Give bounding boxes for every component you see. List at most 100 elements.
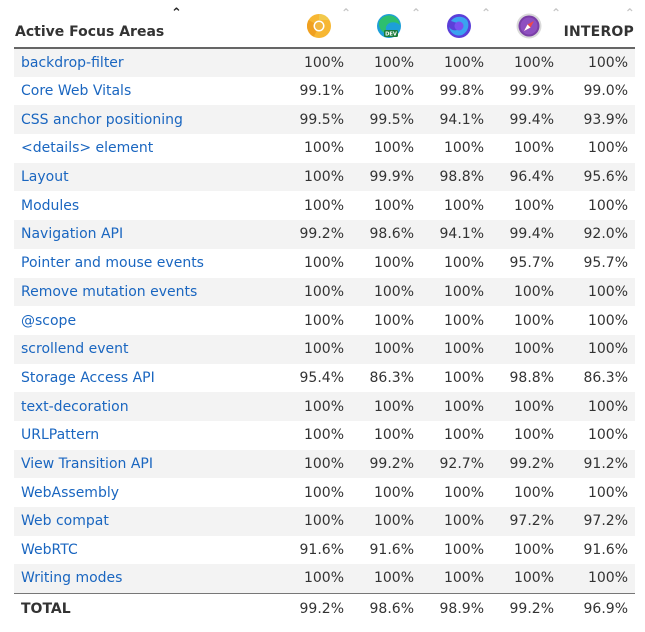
chrome-score: 100% bbox=[303, 255, 344, 272]
feature-cell: Storage Access API bbox=[14, 364, 281, 393]
feature-link[interactable]: Core Web Vitals bbox=[21, 83, 132, 100]
interop-score: 100% bbox=[561, 334, 635, 364]
feature-link[interactable]: Navigation API bbox=[21, 226, 124, 243]
interop-score: 92.0% bbox=[561, 220, 635, 249]
safari-score: 100% bbox=[491, 48, 561, 77]
interop-score: 100% bbox=[561, 564, 635, 594]
feature-link[interactable]: scrollend event bbox=[21, 341, 129, 358]
column-header-chrome-canary[interactable]: ⌃ bbox=[281, 0, 351, 49]
edge-score: 100% bbox=[351, 48, 421, 77]
table-row: scrollend event 100% 100% 100% 100% 100% bbox=[14, 334, 635, 364]
chrome-score: 100% bbox=[303, 484, 344, 501]
table-row: URLPattern 100% 100% 100% 100% 100% bbox=[14, 421, 635, 450]
feature-link[interactable]: backdrop-filter bbox=[21, 54, 124, 71]
table-row: View Transition API 100% 99.2% 92.7% 99.2% 91… bbox=[14, 449, 635, 479]
interop-score: 99.0% bbox=[583, 83, 628, 100]
edge-score: 99.2% bbox=[351, 449, 421, 479]
feature-cell: Core Web Vitals bbox=[14, 77, 281, 106]
edge-score: 99.5% bbox=[351, 105, 421, 135]
safari-score: 98.8% bbox=[509, 369, 554, 386]
column-title: Active Focus Areas bbox=[15, 24, 165, 40]
table-row: Core Web Vitals 99.1% 100% 99.8% 99.9% 99.0% bbox=[14, 77, 635, 106]
column-header-focus-areas[interactable]: Active Focus Areas ⌃ bbox=[14, 0, 281, 49]
feature-link[interactable]: CSS anchor positioning bbox=[21, 111, 183, 128]
column-header-interop[interactable]: INTEROP ⌃ bbox=[561, 0, 635, 49]
table-row: Remove mutation events 100% 100% 100% 100% 10… bbox=[14, 277, 635, 307]
column-header-firefox-nightly[interactable]: ⌃ bbox=[421, 0, 491, 49]
feature-link[interactable]: <details> element bbox=[21, 140, 154, 157]
firefox-score: 92.7% bbox=[421, 449, 491, 479]
safari-score: 99.2% bbox=[491, 449, 561, 479]
safari-score: 97.2% bbox=[491, 507, 561, 536]
firefox-score: 100% bbox=[443, 255, 484, 272]
feature-link[interactable]: Remove mutation events bbox=[21, 283, 198, 300]
table-row: Modules 100% 100% 100% 100% 100% bbox=[14, 191, 635, 220]
chrome-score: 100% bbox=[281, 277, 351, 307]
total-row: TOTAL 99.2% 98.6% 98.9% 99.2% 96.9% bbox=[14, 592, 635, 625]
sort-ascending-icon: ⌃ bbox=[171, 6, 182, 21]
feature-link[interactable]: Modules bbox=[21, 197, 80, 214]
feature-link[interactable]: URLPattern bbox=[21, 427, 100, 444]
edge-score: 98.6% bbox=[351, 220, 421, 249]
firefox-score: 100% bbox=[421, 48, 491, 77]
firefox-nightly-icon bbox=[447, 14, 471, 38]
feature-cell: text-decoration bbox=[14, 392, 281, 421]
feature-link[interactable]: text-decoration bbox=[21, 398, 129, 415]
safari-technology-preview-icon bbox=[516, 13, 542, 39]
total-chrome-score: 99.2% bbox=[281, 592, 351, 625]
feature-link[interactable]: Storage Access API bbox=[21, 369, 155, 386]
chrome-score: 100% bbox=[281, 48, 351, 77]
chrome-score: 100% bbox=[303, 312, 344, 329]
feature-cell: Web compat bbox=[14, 507, 281, 536]
feature-cell: backdrop-filter bbox=[14, 48, 281, 77]
table-row: Web compat 100% 100% 100% 97.2% 97.2% bbox=[14, 507, 635, 536]
table-row: text-decoration 100% 100% 100% 100% 100% bbox=[14, 392, 635, 421]
chrome-score: 99.5% bbox=[281, 105, 351, 135]
feature-link[interactable]: Pointer and mouse events bbox=[21, 255, 204, 272]
table-row: Storage Access API 95.4% 86.3% 100% 98.8% 86.… bbox=[14, 364, 635, 393]
safari-score: 99.4% bbox=[491, 220, 561, 249]
interop-score: 86.3% bbox=[583, 369, 628, 386]
total-safari-score: 99.2% bbox=[491, 592, 561, 625]
firefox-score: 100% bbox=[443, 542, 484, 559]
sort-icon: ⌃ bbox=[480, 6, 491, 20]
chrome-canary-icon bbox=[307, 13, 331, 38]
table-row: CSS anchor positioning 99.5% 99.5% 94.1% 99.… bbox=[14, 105, 635, 135]
total-interop-score: 96.9% bbox=[561, 592, 635, 625]
chrome-score: 100% bbox=[281, 162, 351, 192]
chrome-score: 91.6% bbox=[299, 542, 344, 559]
feature-link[interactable]: View Transition API bbox=[21, 455, 153, 472]
feature-link[interactable]: Writing modes bbox=[21, 570, 123, 587]
feature-link[interactable]: Layout bbox=[21, 169, 69, 186]
table-row: Pointer and mouse events 100% 100% 100% 95.7… bbox=[14, 249, 635, 278]
column-header-safari-technology-preview[interactable]: ⌃ bbox=[491, 0, 561, 49]
table-row: Writing modes 100% 100% 100% 100% 100% bbox=[14, 564, 635, 594]
feature-link[interactable]: WebAssembly bbox=[21, 484, 119, 501]
column-header-edge-dev[interactable]: DEV ⌃ bbox=[351, 0, 421, 49]
feature-link[interactable]: Web compat bbox=[21, 513, 109, 530]
feature-cell: @scope bbox=[14, 306, 281, 335]
firefox-score: 100% bbox=[443, 427, 484, 444]
edge-score: 100% bbox=[351, 334, 421, 364]
safari-score: 99.9% bbox=[509, 83, 554, 100]
feature-link[interactable]: WebRTC bbox=[21, 542, 78, 559]
interop-label: INTEROP bbox=[563, 24, 634, 40]
feature-link[interactable]: @scope bbox=[21, 312, 77, 329]
feature-cell: Navigation API bbox=[14, 220, 281, 249]
chrome-score: 99.1% bbox=[299, 83, 344, 100]
safari-score: 100% bbox=[491, 334, 561, 364]
edge-dev-icon: DEV bbox=[377, 14, 401, 38]
sort-icon: ⌃ bbox=[340, 6, 351, 20]
firefox-score: 100% bbox=[443, 140, 484, 157]
firefox-score: 99.8% bbox=[439, 83, 484, 100]
feature-cell: Pointer and mouse events bbox=[14, 249, 281, 278]
interop-score: 100% bbox=[561, 277, 635, 307]
edge-score: 100% bbox=[373, 140, 414, 157]
chrome-score: 100% bbox=[303, 197, 344, 214]
chrome-score: 99.2% bbox=[281, 220, 351, 249]
feature-cell: Writing modes bbox=[14, 564, 281, 594]
chrome-score: 100% bbox=[281, 564, 351, 594]
firefox-score: 100% bbox=[443, 369, 484, 386]
chrome-score: 100% bbox=[281, 507, 351, 536]
svg-text:DEV: DEV bbox=[385, 32, 397, 38]
